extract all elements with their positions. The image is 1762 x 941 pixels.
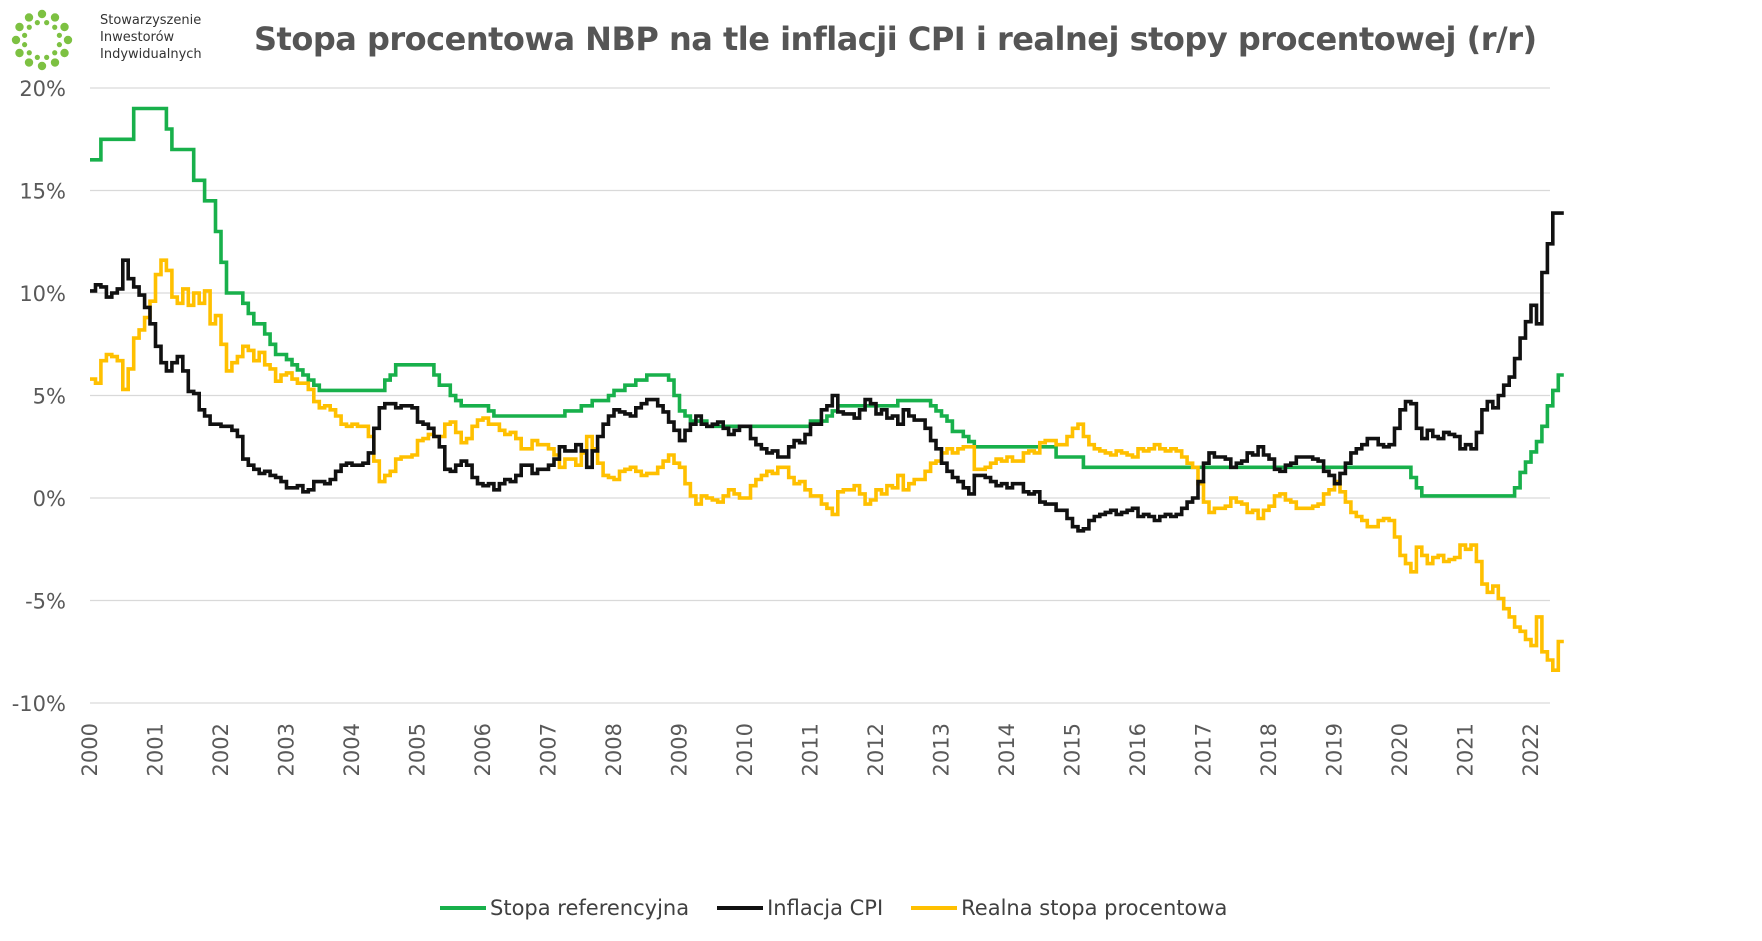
x-tick-label: 2020 — [1388, 723, 1412, 776]
org-line-2: Inwestorów — [100, 30, 175, 45]
chart-title: Stopa procentowa NBP na tle inflacji CPI… — [254, 20, 1537, 58]
org-line-3: Indywidualnych — [100, 47, 202, 62]
logo-dot — [34, 54, 40, 60]
x-tick-label: 2005 — [406, 723, 430, 776]
logo-dot — [63, 35, 73, 45]
legend-item-real-rate: Realna stopa procentowa — [911, 896, 1227, 920]
logo-dot — [60, 22, 69, 32]
logo-dot — [56, 32, 62, 38]
x-tick-label: 2022 — [1519, 723, 1543, 776]
y-tick-label: -5% — [25, 590, 66, 614]
x-tick-label: 2014 — [995, 723, 1019, 776]
logo-dot — [11, 35, 21, 45]
x-tick-label: 2001 — [144, 723, 168, 776]
legend-item-cpi: Inflacja CPI — [717, 896, 883, 920]
x-tick-label: 2009 — [668, 723, 692, 776]
logo-dot — [52, 50, 58, 56]
logo-dot — [60, 48, 69, 58]
x-tick-label: 2017 — [1192, 723, 1216, 776]
x-tick-label: 2016 — [1126, 723, 1150, 776]
x-tick-label: 2006 — [471, 723, 495, 776]
legend-swatch-cpi — [717, 906, 764, 910]
logo-dot — [24, 58, 34, 67]
logo-dot — [50, 58, 60, 67]
logo-dot — [52, 24, 58, 30]
x-tick-label: 2000 — [78, 723, 102, 776]
legend-swatch-real-rate — [911, 906, 958, 910]
logo-dot — [44, 54, 50, 60]
siii-logo — [11, 9, 73, 71]
x-tick-label: 2015 — [1061, 723, 1085, 776]
x-tick-label: 2012 — [864, 723, 888, 776]
x-tick-label: 2003 — [275, 723, 299, 776]
organization-name: Stowarzyszenie Inwestorów Indywidualnych — [100, 12, 202, 63]
legend-swatch-reference-rate — [440, 906, 486, 910]
logo-dot — [37, 61, 47, 71]
legend-item-reference-rate: Stopa referencyjna — [440, 896, 689, 920]
logo-dot — [22, 42, 28, 48]
y-tick-label: 5% — [33, 385, 66, 409]
org-line-1: Stowarzyszenie — [100, 13, 202, 28]
legend-label-cpi: Inflacja CPI — [767, 896, 884, 920]
x-tick-label: 2019 — [1323, 723, 1347, 776]
legend: Stopa referencyjna Inflacja CPI Realna s… — [440, 896, 1255, 920]
logo-dot — [37, 9, 47, 19]
x-tick-label: 2021 — [1454, 723, 1478, 776]
y-axis-labels: 20% 15% 10% 5% 0% -5% -10% — [12, 77, 66, 716]
logo-dot — [22, 32, 28, 38]
logo-dot — [50, 13, 60, 22]
logo-dot — [15, 48, 24, 58]
x-tick-label: 2018 — [1257, 723, 1281, 776]
x-tick-label: 2011 — [799, 723, 823, 776]
x-axis-labels: 2000 2001 2002 2003 2004 2005 2006 2007 2008 2009… — [78, 723, 1543, 776]
y-tick-label: 20% — [19, 77, 66, 101]
logo-dot — [26, 50, 32, 56]
logo-dot — [26, 24, 32, 30]
series-lines — [90, 106, 1564, 672]
gridlines — [90, 87, 1550, 704]
y-tick-label: -10% — [12, 692, 66, 716]
series-line-reference-rate — [90, 106, 1564, 498]
x-tick-label: 2002 — [209, 723, 233, 776]
x-tick-label: 2010 — [733, 723, 757, 776]
logo-dot — [56, 42, 62, 48]
x-tick-label: 2004 — [340, 723, 364, 776]
series-line-cpi — [90, 211, 1564, 533]
logo-dot — [44, 20, 50, 26]
y-tick-label: 10% — [19, 282, 66, 306]
logo-dot — [15, 22, 24, 32]
x-tick-label: 2013 — [930, 723, 954, 776]
series-line-real-rate — [90, 258, 1564, 672]
x-tick-label: 2007 — [537, 723, 561, 776]
logo-dot — [34, 20, 40, 26]
y-tick-label: 15% — [19, 180, 66, 204]
x-tick-label: 2008 — [602, 723, 626, 776]
y-tick-label: 0% — [33, 487, 66, 511]
legend-label-reference-rate: Stopa referencyjna — [490, 896, 690, 920]
logo-dot — [24, 13, 34, 22]
legend-label-real-rate: Realna stopa procentowa — [961, 896, 1228, 920]
